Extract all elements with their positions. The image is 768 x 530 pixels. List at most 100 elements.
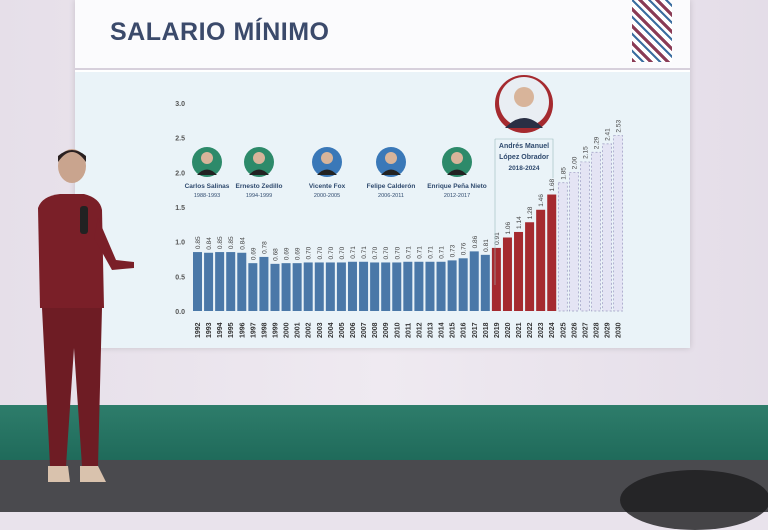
green-stripe: [0, 405, 768, 461]
president-name: Vicente Fox: [309, 183, 346, 190]
x-tick-label: 2016: [461, 322, 468, 338]
x-tick-label: 2004: [328, 322, 335, 338]
highlight-name-1: Andrés Manuel: [499, 143, 549, 150]
bar-value-label: 2.00: [571, 156, 578, 169]
x-tick-label: 2024: [549, 322, 556, 338]
x-tick-label: 2008: [372, 322, 379, 338]
bar-2005: [336, 262, 346, 311]
president-term: 2006-2011: [378, 193, 404, 199]
bar-2008: [370, 262, 380, 311]
bar-1994: [215, 252, 225, 311]
bar-value-label: 0.76: [461, 242, 468, 255]
bar-2015: [447, 260, 457, 311]
portrait-face: [514, 87, 534, 107]
bar-2029: [602, 143, 612, 312]
bar-2022: [525, 222, 535, 311]
bar-value-label: 0.70: [372, 246, 379, 259]
bar-value-label: 2.53: [616, 120, 623, 133]
portrait-face: [201, 152, 213, 164]
bar-value-label: 0.68: [272, 248, 279, 261]
bar-2004: [325, 262, 335, 311]
bar-value-label: 0.78: [261, 241, 268, 254]
bar-value-label: 0.84: [239, 237, 246, 250]
bar-value-label: 0.84: [206, 237, 213, 250]
president-term: 1988-1993: [194, 193, 220, 199]
bar-value-label: 0.69: [295, 247, 302, 260]
portrait-suit: [317, 169, 337, 175]
bar-value-label: 0.70: [328, 246, 335, 259]
bar-2016: [458, 258, 468, 311]
minimum-wage-chart: 0.0 0.5 1.0 1.5 2.0 2.5 3.0 0.85 1992 0.84 1993 0.8…: [175, 75, 624, 338]
x-tick-label: 2009: [383, 322, 390, 338]
y-tick-label: 2.5: [175, 136, 185, 143]
slide-title: SALARIO MÍNIMO: [110, 18, 330, 46]
y-tick-label: 0.0: [175, 309, 185, 316]
x-tick-label: 1998: [261, 322, 268, 338]
bar-value-label: 0.70: [339, 246, 346, 259]
x-tick-label: 2029: [605, 322, 612, 338]
x-tick-label: 2013: [427, 322, 434, 338]
x-tick-label: 2022: [527, 322, 534, 338]
bar-2024: [547, 194, 557, 311]
x-tick-label: 2025: [560, 322, 567, 338]
portrait-suit: [381, 169, 401, 175]
bar-value-label: 0.73: [450, 244, 457, 257]
bar-1996: [237, 252, 247, 311]
y-tick-label: 3.0: [175, 101, 185, 108]
bar-value-label: 0.71: [350, 246, 357, 259]
bar-2020: [502, 237, 512, 311]
bar-2028: [591, 151, 601, 312]
speaker-person: [38, 149, 134, 482]
bar-2014: [436, 261, 446, 311]
bar-value-label: 1.85: [560, 167, 567, 180]
highlight-name-2: López Obrador: [499, 154, 549, 161]
x-tick-label: 2005: [339, 322, 346, 338]
x-tick-label: 1992: [195, 322, 202, 338]
slide-header: SALARIO MÍNIMO: [75, 0, 690, 70]
president-term: 1994-1999: [246, 193, 272, 199]
x-tick-label: 2000: [284, 322, 291, 338]
bar-value-label: 1.14: [516, 216, 523, 229]
portrait-face: [385, 152, 397, 164]
bar-value-label: 0.71: [439, 246, 446, 259]
portrait-face: [451, 152, 463, 164]
x-tick-label: 2027: [582, 322, 589, 338]
bar-2003: [314, 262, 324, 311]
x-tick-label: 2021: [516, 322, 523, 338]
decorative-ornament: [632, 0, 672, 62]
bar-1998: [259, 256, 269, 311]
bar-1999: [270, 263, 280, 311]
x-tick-label: 2011: [405, 323, 412, 338]
x-tick-label: 2014: [439, 322, 446, 338]
bracket-line: [494, 138, 554, 285]
bar-value-label: 0.71: [361, 246, 368, 259]
portrait-face: [253, 152, 265, 164]
bar-value-label: 2.41: [605, 128, 612, 141]
president-term: 2012-2017: [444, 193, 470, 199]
x-tick-label: 2028: [594, 322, 601, 338]
bar-value-label: 2.15: [582, 146, 589, 159]
y-tick-label: 1.5: [175, 205, 185, 212]
portrait-suit: [197, 169, 217, 175]
x-tick-label: 2015: [450, 322, 457, 338]
x-tick-label: 2019: [494, 322, 501, 338]
president-name: Carlos Salinas: [185, 183, 230, 190]
bar-value-label: 2.29: [594, 136, 601, 149]
bar-value-label: 0.70: [394, 246, 401, 259]
bar-value-label: 0.70: [317, 246, 324, 259]
portrait-suit: [505, 118, 543, 128]
bar-1997: [248, 263, 258, 311]
bar-value-label: 0.69: [250, 247, 257, 260]
x-tick-label: 2017: [472, 322, 479, 338]
bar-value-label: 0.71: [427, 246, 434, 259]
bar-2009: [381, 262, 391, 311]
bar-value-label: 0.71: [405, 246, 412, 259]
x-tick-label: 2001: [295, 322, 302, 338]
x-tick-label: 2030: [616, 322, 623, 338]
bar-value-label: 1.68: [549, 178, 556, 191]
x-tick-label: 2003: [317, 322, 324, 338]
bar-value-label: 1.28: [527, 206, 534, 219]
x-tick-label: 1994: [217, 322, 224, 338]
bar-value-label: 0.71: [416, 246, 423, 259]
bar-2010: [392, 262, 402, 311]
